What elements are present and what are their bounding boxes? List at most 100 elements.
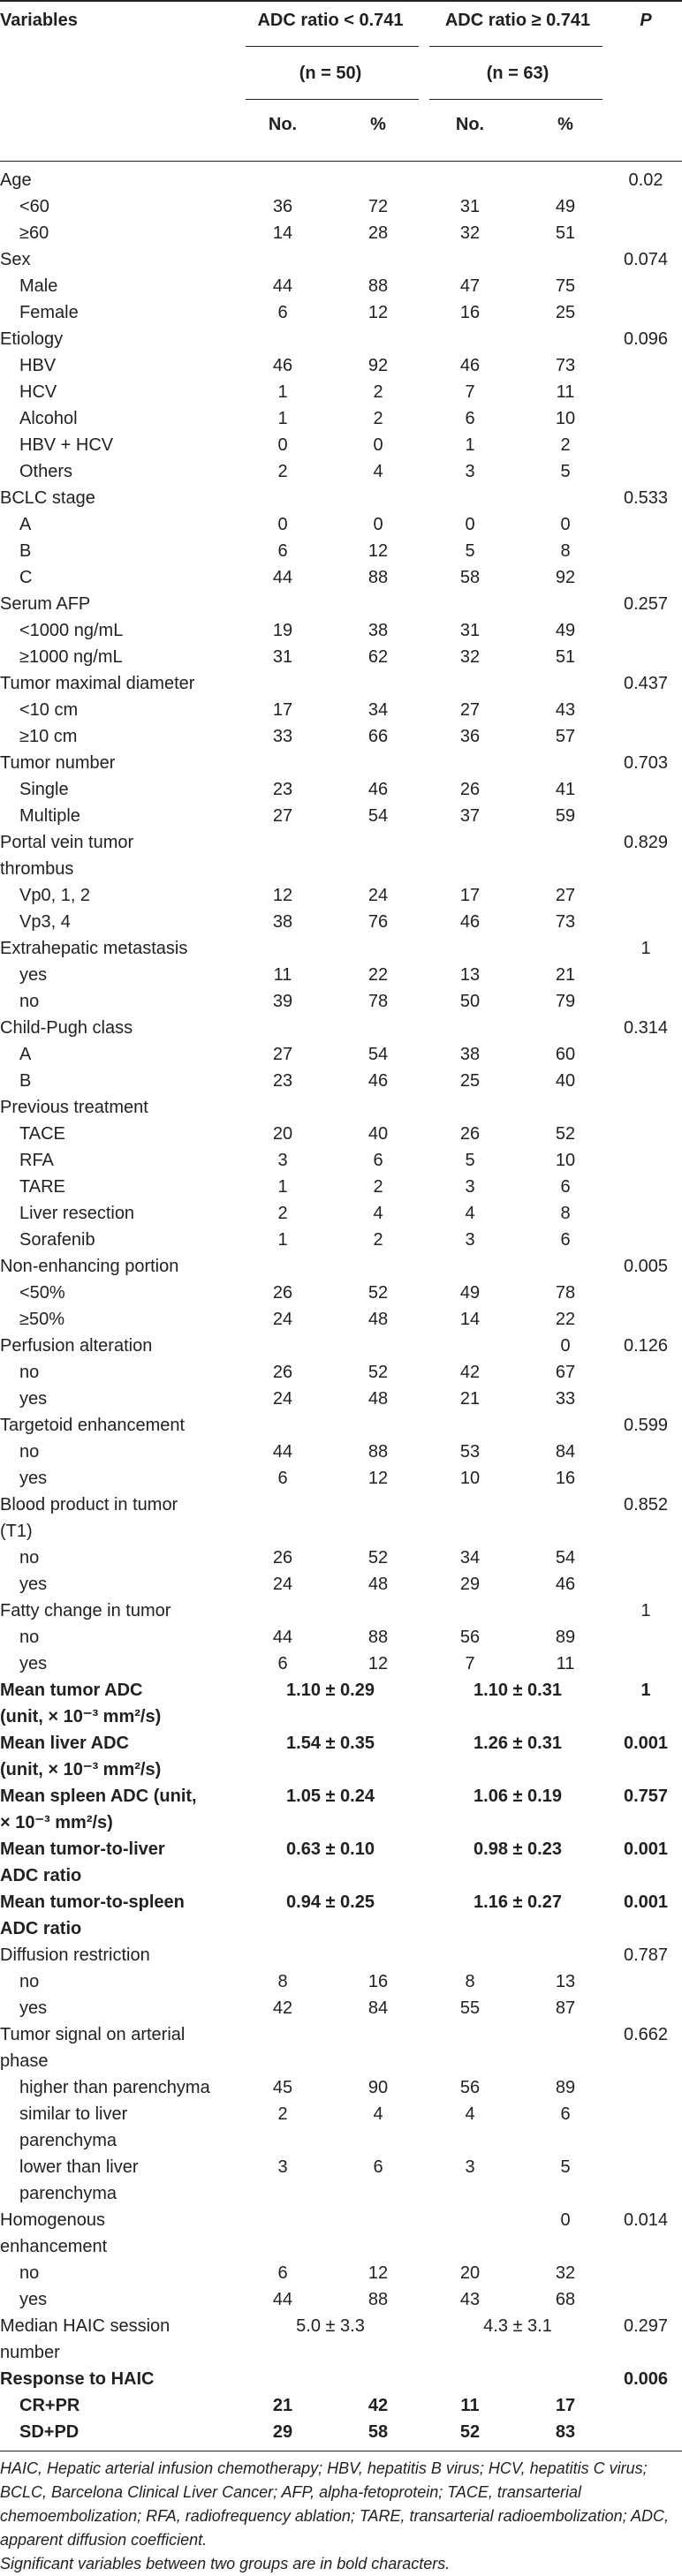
low-count: 27 bbox=[272, 1045, 293, 1064]
high-percent: 0 bbox=[560, 1336, 571, 1356]
low-count: 46 bbox=[272, 356, 293, 375]
low-count: 1 bbox=[277, 1230, 288, 1250]
footnote-significance: Significant variables between two groups… bbox=[0, 2555, 451, 2572]
row-label: BCLC stage bbox=[0, 488, 95, 508]
low-count: 19 bbox=[272, 621, 293, 640]
table-row: C 44 88 58 92 bbox=[0, 564, 682, 591]
low-percent: 48 bbox=[368, 1389, 389, 1409]
row-label: Etiology bbox=[0, 329, 64, 349]
table-row: no 26 52 34 54 bbox=[0, 1545, 682, 1571]
high-percent: 25 bbox=[555, 303, 576, 322]
row-label: Others bbox=[19, 462, 73, 481]
table-row: Targetoid enhancement 0.599 bbox=[0, 1412, 682, 1439]
table-row: SD+PD 29 58 52 83 bbox=[0, 2419, 682, 2445]
row-label: Serum AFP bbox=[0, 594, 91, 614]
p-value: 1 bbox=[640, 939, 651, 958]
low-percent: 90 bbox=[368, 2078, 389, 2097]
low-percent: 12 bbox=[368, 2263, 389, 2283]
row-label: Male bbox=[19, 276, 58, 296]
high-percent: 8 bbox=[560, 541, 571, 561]
high-percent: 73 bbox=[555, 912, 576, 932]
low-percent: 28 bbox=[368, 223, 389, 243]
low-count: 31 bbox=[272, 647, 293, 667]
low-count: 2 bbox=[277, 462, 288, 481]
table-row: no 44 88 53 84 bbox=[0, 1439, 682, 1465]
header-group-low: ADC ratio < 0.741 bbox=[257, 11, 404, 30]
row-label: Previous treatment bbox=[0, 1098, 148, 1117]
low-percent: 88 bbox=[368, 1628, 389, 1647]
p-value: 0.001 bbox=[623, 1734, 669, 1753]
row-label: Single bbox=[19, 780, 69, 799]
p-value: 0.001 bbox=[623, 1892, 669, 1912]
high-count: 8 bbox=[465, 1972, 475, 1991]
low-percent: 84 bbox=[368, 1998, 389, 2018]
table-row: yes 42 84 55 87 bbox=[0, 1995, 682, 2021]
low-percent: 58 bbox=[368, 2422, 389, 2442]
low-percent: 6 bbox=[373, 1151, 383, 1170]
table-row: no 44 88 56 89 bbox=[0, 1624, 682, 1651]
row-label: no bbox=[19, 1972, 40, 1991]
high-count: 25 bbox=[459, 1071, 481, 1091]
low-count: 29 bbox=[272, 2422, 293, 2442]
table-row: Serum AFP 0.257 bbox=[0, 591, 682, 617]
row-label: Age bbox=[0, 170, 32, 190]
low-count: 26 bbox=[272, 1363, 293, 1382]
p-value: 0.662 bbox=[623, 2025, 669, 2044]
row-label: Female bbox=[19, 303, 79, 322]
high-count: 11 bbox=[460, 2396, 480, 2415]
table-row: ≥50% 24 48 14 22 bbox=[0, 1306, 682, 1333]
high-count: 37 bbox=[459, 806, 481, 826]
row-label: no bbox=[19, 1442, 40, 1462]
row-label: Sex bbox=[0, 250, 31, 269]
row-label: HBV bbox=[19, 356, 57, 375]
low-count: 1 bbox=[277, 382, 288, 402]
low-count: 0 bbox=[277, 515, 288, 534]
table-row: ADC ratio bbox=[0, 1862, 682, 1889]
header-pct-low: % bbox=[370, 115, 386, 134]
p-value: 0.074 bbox=[623, 250, 669, 269]
table-row: (T1) bbox=[0, 1518, 682, 1545]
high-percent: 22 bbox=[555, 1310, 576, 1329]
table-row: TACE 20 40 26 52 bbox=[0, 1121, 682, 1147]
table-row: A 0 0 0 0 bbox=[0, 511, 682, 538]
row-label: Vp0, 1, 2 bbox=[19, 886, 91, 905]
row-label: yes bbox=[19, 965, 48, 985]
table-row: × 10⁻³ mm²/s) bbox=[0, 1809, 682, 1836]
table-row: Male 44 88 47 75 bbox=[0, 273, 682, 299]
low-count: 24 bbox=[272, 1389, 293, 1409]
high-count: 47 bbox=[459, 276, 481, 296]
high-count: 42 bbox=[459, 1363, 481, 1382]
high-percent: 0 bbox=[560, 515, 571, 534]
table-row: (unit, × 10⁻³ mm²/s) bbox=[0, 1703, 682, 1730]
row-label: × 10⁻³ mm²/s) bbox=[0, 1813, 113, 1832]
table-row: <10 cm 17 34 27 43 bbox=[0, 697, 682, 723]
row-label: Fatty change in tumor bbox=[0, 1601, 171, 1620]
row-label: higher than parenchyma bbox=[19, 2078, 210, 2097]
row-label: yes bbox=[19, 1469, 48, 1488]
high-count: 7 bbox=[465, 382, 475, 402]
table-row: HBV + HCV 0 0 1 2 bbox=[0, 432, 682, 458]
low-count: 21 bbox=[272, 2396, 293, 2415]
header-variables: Variables bbox=[0, 11, 78, 30]
low-count: 6 bbox=[277, 1469, 288, 1488]
high-percent: 89 bbox=[555, 1628, 576, 1647]
table-row: parenchyma bbox=[0, 2180, 682, 2207]
low-percent: 48 bbox=[368, 1575, 389, 1594]
p-value: 0.533 bbox=[623, 488, 669, 508]
high-percent: 10 bbox=[555, 1151, 576, 1170]
p-value: 0.829 bbox=[623, 833, 669, 852]
low-percent: 12 bbox=[368, 1469, 389, 1488]
row-label: parenchyma bbox=[19, 2131, 117, 2150]
row-label: CR+PR bbox=[19, 2396, 80, 2415]
table-row: yes 6 12 7 11 bbox=[0, 1651, 682, 1677]
table-row: ADC ratio bbox=[0, 1915, 682, 1942]
table-row: Non-enhancing portion 0.005 bbox=[0, 1253, 682, 1280]
row-label: Targetoid enhancement bbox=[0, 1416, 186, 1435]
low-count: 11 bbox=[273, 965, 292, 985]
high-percent: 92 bbox=[555, 568, 576, 587]
footnote-abbreviations: HAIC, Hepatic arterial infusion chemothe… bbox=[0, 2459, 670, 2549]
high-mean-sd: 4.3 ± 3.1 bbox=[483, 2316, 552, 2336]
table-row: Perfusion alteration 0 0.126 bbox=[0, 1333, 682, 1359]
header-p: P bbox=[640, 11, 652, 30]
high-percent: 78 bbox=[555, 1283, 576, 1303]
